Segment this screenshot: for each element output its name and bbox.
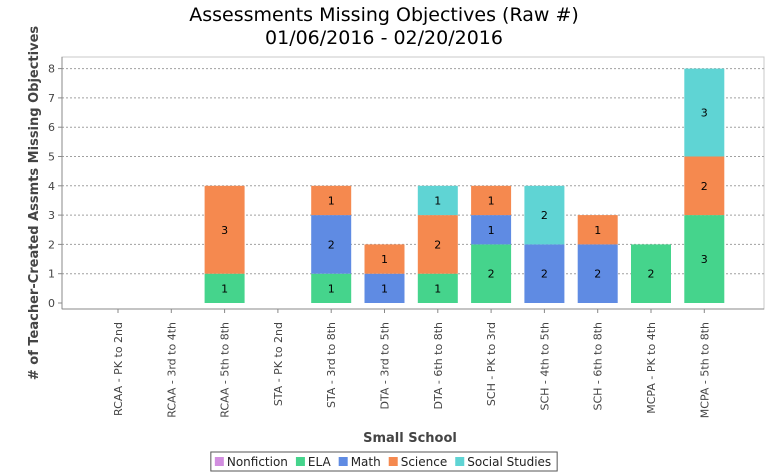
data-label: 3 [221,224,228,237]
y-tick-label: 6 [48,121,55,134]
data-label: 2 [701,180,708,193]
data-label: 1 [488,194,495,207]
bar-segment-science [684,156,725,216]
bar-segment-social-studies [417,185,458,216]
y-tick-label: 0 [48,297,55,310]
bar-segment-math [524,244,565,303]
y-tick-label: 2 [48,238,55,251]
data-label: 2 [541,268,548,281]
data-label: 1 [328,194,335,207]
data-label: 1 [594,224,601,237]
y-tick-label: 8 [48,63,55,76]
bar-segment-science [311,185,352,216]
x-tick-label: RCAA - 5th to 8th [219,322,232,418]
data-label: 3 [701,107,708,120]
y-tick-label: 3 [48,209,55,222]
y-tick-label: 7 [48,92,55,105]
legend: Nonfiction ELA Math Science Social Studies [210,451,558,472]
x-axis-title: Small School [363,431,457,446]
bar-segment-math [471,215,512,245]
legend-frame [210,451,558,472]
data-label: 1 [381,282,388,295]
x-tick-label: MCPA - PK to 4th [645,322,658,414]
data-label: 2 [648,268,655,281]
data-label: 1 [328,282,335,295]
bar-segment-math [577,244,618,303]
bar-segment-science [204,185,245,274]
data-label: 1 [434,194,441,207]
data-label: 2 [434,238,441,251]
bar-segment-science [364,244,405,274]
x-tick-label: SCH - 4th to 5th [538,322,551,411]
bar-segment-social-studies [524,185,565,245]
bar-segment-science [471,185,512,216]
x-tick-label: SCH - 6th to 8th [592,322,605,411]
legend-swatch [388,457,398,466]
y-tick-label: 4 [48,180,55,193]
legend-label: Math [351,455,381,469]
x-tick-label: STA - PK to 2nd [272,322,285,406]
data-label: 2 [541,209,548,222]
legend-swatch [338,457,348,466]
bar-segment-ela [684,215,725,303]
legend-label: Social Studies [467,455,551,469]
x-tick-label: STA - 3rd to 8th [325,322,338,408]
bar-segment-social-studies [684,68,725,157]
y-tick-label: 5 [48,151,55,164]
bar-segment-ela [311,273,352,303]
bar-segment-ela [471,244,512,303]
x-tick-label: DTA - 3rd to 5th [379,322,392,409]
bars: 1 3 1 2 1 1 1 1 2 1 2 1 1 2 2 2 1 2 3 2 3 [204,68,725,303]
x-tick-label: RCAA - 3rd to 4th [165,322,178,418]
bar-segment-science [417,215,458,274]
chart-title: Assessments Missing Objectives (Raw #) [189,4,579,26]
x-tick-label: RCAA - PK to 2nd [112,322,125,416]
legend-label: Nonfiction [227,455,288,469]
data-label: 2 [328,238,335,251]
data-label: 1 [434,282,441,295]
y-tick-label: 1 [48,268,55,281]
legend-swatch [295,457,305,466]
x-tick-label: DTA - 6th to 8th [432,322,445,409]
legend-swatch [455,457,465,466]
data-label: 1 [221,282,228,295]
legend-label: Science [401,455,448,469]
data-label: 2 [594,268,601,281]
data-label: 2 [488,268,495,281]
bar-segment-ela [204,273,245,303]
bar-segment-science [577,215,618,245]
legend-label: ELA [308,455,332,469]
data-label: 1 [381,253,388,266]
bar-segment-ela [417,273,458,303]
x-tick-label: MCPA - 5th to 8th [698,322,711,418]
legend-swatch [214,457,224,466]
bar-segment-math [364,273,405,303]
x-axis-ticks: RCAA - PK to 2nd RCAA - 3rd to 4th RCAA - … [112,309,711,418]
chart-subtitle: 01/06/2016 - 02/20/2016 [265,27,503,49]
y-axis-title: # of Teacher-Created Assmts Missing Obje… [27,26,42,381]
bar-segment-ela [631,244,671,303]
data-label: 1 [488,224,495,237]
x-tick-label: SCH - PK to 3rd [485,322,498,406]
y-axis-ticks: 0 1 2 3 4 5 6 7 8 [48,63,62,310]
data-label: 3 [701,253,708,266]
bar-segment-math [311,215,352,274]
